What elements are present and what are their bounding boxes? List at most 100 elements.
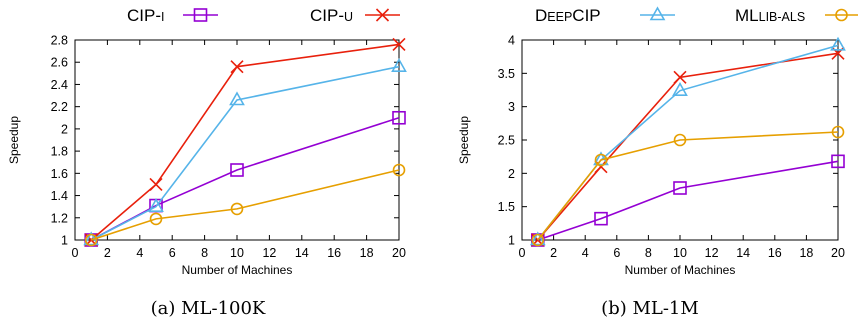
y-axis: 1 1.2 1.4 1.6 1.8 2 2.2 2.4 2.6 2.8 bbox=[51, 34, 399, 248]
y-tick-label: 1 bbox=[508, 234, 515, 248]
legend-label: MLLIB-ALS bbox=[735, 6, 805, 25]
series-cip-u bbox=[84, 37, 406, 247]
series-cip-i bbox=[530, 154, 845, 247]
x-axis-label: Number of Machines bbox=[625, 263, 736, 277]
x-tick-label: 20 bbox=[831, 246, 845, 260]
legend-item-cip-i: CIP-I bbox=[127, 6, 218, 25]
y-tick-label: 2 bbox=[61, 122, 68, 136]
data-point bbox=[229, 91, 245, 106]
series-line bbox=[537, 52, 839, 241]
data-point bbox=[673, 133, 687, 147]
y-tick-label: 1.8 bbox=[51, 145, 68, 159]
data-point bbox=[148, 198, 164, 212]
legend-item-mllib-als: MLLIB-ALS bbox=[735, 6, 858, 25]
plot-frame bbox=[74, 39, 400, 241]
data-point bbox=[392, 37, 406, 52]
x-tick-label: 12 bbox=[262, 246, 276, 260]
data-point bbox=[673, 181, 687, 195]
data-point bbox=[531, 233, 545, 247]
data-point bbox=[391, 58, 407, 72]
data-point bbox=[529, 231, 546, 246]
legend-marker-circle-open bbox=[835, 8, 848, 22]
chart-ml-1m: 0 2 4 6 8 10 12 14 16 18 20 1 1.5 2 2.5 3 3.5 4 Number of … bbox=[457, 34, 846, 319]
data-point bbox=[230, 60, 244, 74]
data-point bbox=[673, 70, 687, 84]
x-tick-label: 6 bbox=[613, 246, 620, 260]
legend-label: DEEPCIP bbox=[535, 6, 601, 25]
legend-marker-triangle-open bbox=[649, 6, 666, 21]
series-line bbox=[90, 117, 400, 241]
y-tick-label: 1.5 bbox=[498, 200, 515, 214]
chart-caption: (a) ML-100K bbox=[151, 298, 266, 319]
x-tick-label: 18 bbox=[360, 246, 374, 260]
y-tick-label: 3 bbox=[508, 100, 515, 114]
data-point bbox=[831, 154, 845, 169]
x-tick-label: 8 bbox=[201, 246, 208, 260]
series-mllib-als bbox=[531, 125, 845, 247]
legend-item-cip-u: CIP-U bbox=[310, 6, 400, 25]
series-line bbox=[537, 160, 839, 241]
y-tick-label: 1.6 bbox=[51, 167, 68, 181]
series-cip-u bbox=[531, 46, 845, 247]
y-tick-label: 2.2 bbox=[51, 100, 68, 114]
x-tick-label: 16 bbox=[768, 246, 782, 260]
x-tick-label: 4 bbox=[136, 246, 143, 260]
y-tick-label: 4 bbox=[508, 34, 515, 48]
data-point bbox=[594, 211, 608, 226]
y-tick-label: 1.4 bbox=[51, 189, 68, 203]
x-tick-label: 14 bbox=[736, 246, 750, 260]
data-point bbox=[594, 153, 608, 167]
series-line bbox=[537, 131, 839, 241]
x-tick-label: 0 bbox=[72, 246, 79, 260]
x-tick-label: 20 bbox=[392, 246, 406, 260]
legend-item-deepcip: DEEPCIP bbox=[535, 6, 675, 25]
y-tick-label: 2.5 bbox=[498, 134, 515, 148]
legend: CIP-I CIP-U DEEPCIP MLLIB-ALS bbox=[127, 6, 858, 25]
y-tick-label: 2.6 bbox=[51, 56, 68, 70]
x-axis: 0 2 4 6 8 10 12 14 16 18 20 bbox=[72, 40, 406, 260]
y-axis: 1 1.5 2 2.5 3 3.5 4 bbox=[498, 34, 838, 248]
data-point bbox=[230, 163, 244, 177]
x-tick-label: 0 bbox=[519, 246, 526, 260]
y-tick-label: 3.5 bbox=[498, 67, 515, 81]
x-tick-label: 4 bbox=[582, 246, 589, 260]
legend-marker-square-open bbox=[193, 8, 208, 22]
chart-caption: (b) ML-1M bbox=[601, 298, 699, 319]
y-axis-label: Speedup bbox=[457, 116, 471, 164]
y-tick-label: 2 bbox=[508, 167, 515, 181]
x-tick-label: 12 bbox=[705, 246, 719, 260]
y-axis-label: Speedup bbox=[7, 116, 21, 164]
chart-ml-100k: 0 2 4 6 8 10 12 14 16 18 20 1 1.2 1.4 1.6 1.8 2 2.2 2.4 2.6… bbox=[7, 34, 407, 319]
series-deepcip bbox=[529, 36, 846, 246]
x-tick-label: 14 bbox=[295, 246, 309, 260]
x-tick-label: 18 bbox=[799, 246, 813, 260]
x-tick-label: 10 bbox=[230, 246, 244, 260]
y-tick-label: 1 bbox=[61, 234, 68, 248]
x-tick-label: 2 bbox=[550, 246, 557, 260]
legend-label: CIP-U bbox=[310, 6, 353, 25]
y-tick-label: 2.8 bbox=[51, 34, 68, 48]
y-tick-label: 1.2 bbox=[51, 211, 68, 225]
series-line bbox=[90, 43, 400, 241]
data-point bbox=[230, 202, 244, 216]
x-tick-label: 8 bbox=[645, 246, 652, 260]
data-point bbox=[831, 125, 845, 139]
data-point bbox=[84, 233, 98, 247]
data-point bbox=[149, 212, 163, 226]
series-deepcip bbox=[83, 58, 407, 246]
series-line bbox=[537, 44, 839, 241]
data-point bbox=[392, 163, 406, 177]
series-mllib-als bbox=[84, 163, 406, 247]
x-tick-label: 10 bbox=[673, 246, 687, 260]
series-line bbox=[90, 65, 400, 241]
data-point bbox=[672, 82, 688, 96]
legend-marker-cross bbox=[375, 8, 390, 22]
x-tick-label: 2 bbox=[104, 246, 111, 260]
x-axis: 0 2 4 6 8 10 12 14 16 18 20 bbox=[519, 40, 845, 260]
x-axis-label: Number of Machines bbox=[182, 263, 293, 277]
data-point bbox=[149, 177, 163, 192]
series-line bbox=[90, 169, 400, 241]
x-tick-label: 16 bbox=[327, 246, 341, 260]
x-tick-label: 6 bbox=[169, 246, 176, 260]
